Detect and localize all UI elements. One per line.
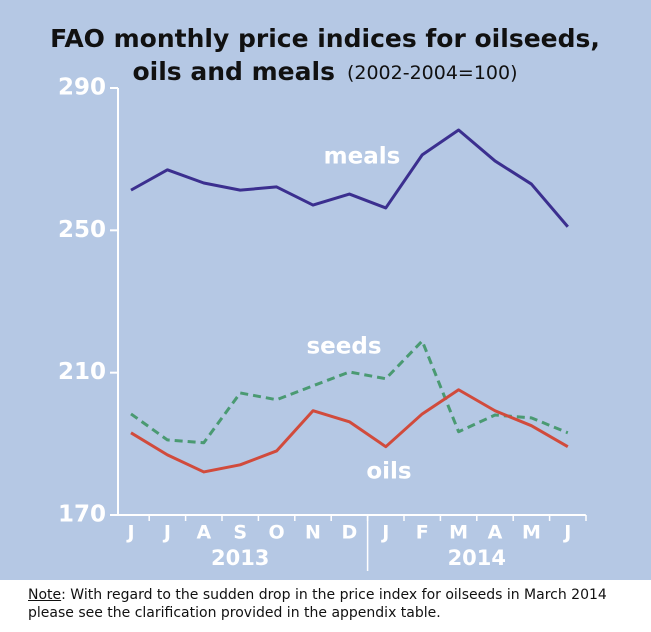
chart-subtitle: (2002-2004=100) [347,62,518,84]
x-tick-label: F [416,522,429,544]
series-line [130,128,569,228]
x-tick-label: J [562,522,571,544]
x-tick-label: O [269,522,285,544]
x-tick-label: J [125,522,134,544]
y-tick-label: 250 [58,217,106,243]
x-group-label: 2014 [448,546,506,570]
x-tick-label: J [162,522,171,544]
note-label: Note [28,587,62,603]
series-label: meals [324,144,401,170]
chart-title-line: oils and meals (2002-2004=100) [132,57,517,86]
series-line [130,388,569,474]
chart-title: oils and meals [132,57,335,86]
x-tick-label: D [342,522,358,544]
y-tick-label: 170 [58,502,106,528]
x-tick-label: N [305,522,321,544]
background [0,0,651,580]
x-group-label: 2013 [211,546,269,570]
x-tick-label: M [449,522,468,544]
x-tick-label: J [380,522,389,544]
series-line [130,339,569,445]
note-text: : With regard to the sudden drop in the … [28,587,607,621]
x-tick-label: M [522,522,541,544]
note: Note: With regard to the sudden drop in … [28,586,648,622]
x-tick-label: S [233,522,247,544]
chart: FAO monthly price indices for oilseeds, … [0,0,651,580]
chart-title: FAO monthly price indices for oilseeds, [50,24,600,53]
y-tick-label: 290 [58,75,106,101]
x-tick-label: A [488,522,503,544]
x-tick-label: A [196,522,211,544]
series-label: seeds [306,334,381,360]
y-tick-label: 210 [58,359,106,385]
series-label: oils [366,459,411,485]
